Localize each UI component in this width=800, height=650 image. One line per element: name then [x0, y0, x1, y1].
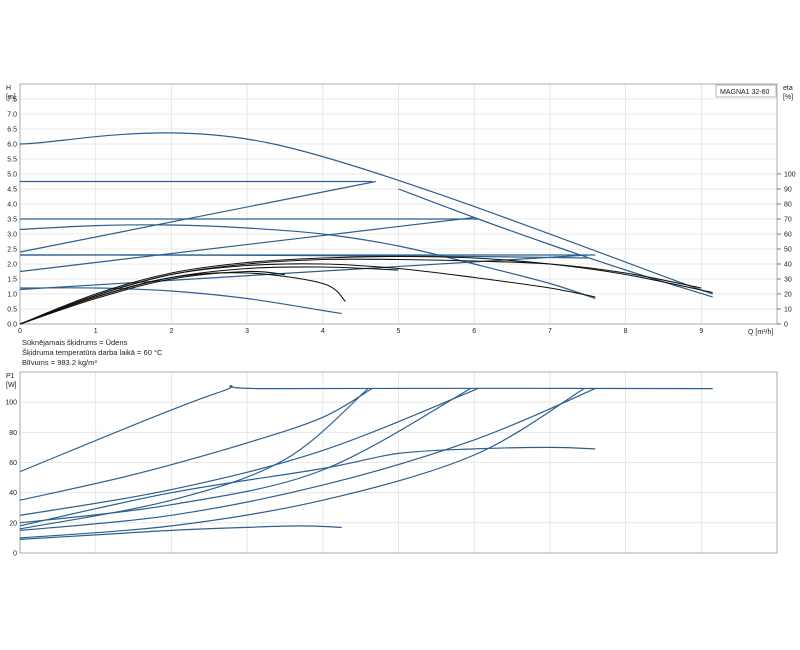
y2-tick-label: 10	[784, 307, 792, 314]
y-tick-label: 3.0	[7, 232, 17, 239]
x-tick-label: 3	[245, 328, 249, 335]
efficiency-curve	[19, 266, 399, 325]
y-tick-label: 3.5	[7, 217, 17, 224]
plot-frame	[19, 371, 778, 554]
y-tick-label: 60	[9, 460, 17, 467]
y-tick-label: 7.0	[7, 112, 17, 119]
head-curve	[19, 254, 588, 291]
x-tick-label: 5	[397, 328, 401, 335]
y-tick-label: 1.5	[7, 277, 17, 284]
model-label-box: MAGNA1 32-60	[715, 84, 777, 98]
x-tick-label: 4	[321, 328, 325, 335]
y-axis-unit: [W]	[6, 382, 17, 389]
y2-axis-unit: [%]	[783, 94, 793, 101]
y-tick-label: 6.5	[7, 127, 17, 134]
model-label: MAGNA1 32-60	[720, 89, 770, 96]
efficiency-curve	[19, 272, 346, 325]
y-tick-label: 80	[9, 430, 17, 437]
x-tick-label: 7	[548, 328, 552, 335]
y-tick-label: 100	[5, 400, 17, 407]
y2-tick-label: 40	[784, 262, 792, 269]
head-curve	[19, 287, 342, 315]
y-tick-label: 5.0	[7, 172, 17, 179]
power-curve	[19, 388, 471, 524]
y-tick-label: 0.5	[7, 307, 17, 314]
power-curve	[19, 446, 596, 527]
efficiency-curve	[19, 258, 702, 325]
y2-tick-label: 30	[784, 277, 792, 284]
power-curve	[19, 388, 479, 516]
y-tick-label: 0.0	[7, 322, 17, 329]
y2-tick-label: 0	[784, 322, 788, 329]
y-tick-label: 40	[9, 490, 17, 497]
head-curve	[19, 224, 596, 300]
y2-axis-label: eta	[783, 85, 793, 92]
y-tick-label: 6.0	[7, 142, 17, 149]
y-tick-label: 20	[9, 520, 17, 527]
x-axis-label: Q [m³/h]	[748, 329, 773, 336]
head-curve	[19, 216, 475, 273]
y-tick-label: 2.0	[7, 262, 17, 269]
y-axis-label: H	[6, 85, 11, 92]
efficiency-curve	[19, 270, 285, 325]
y2-tick-label: 70	[784, 217, 792, 224]
y-tick-label: 1.0	[7, 292, 17, 299]
model-label-frame	[715, 84, 777, 98]
head-curve	[19, 254, 588, 259]
y-tick-label: 0	[13, 551, 17, 558]
x-tick-label: 1	[94, 328, 98, 335]
power-curve	[19, 388, 369, 530]
x-tick-label: 8	[624, 328, 628, 335]
head-curve	[19, 180, 376, 253]
head-chart: 0.0 0.5 1.0 1.5 2.0 2.5 3.0 3.5 4.0 4.5 5.0 5.5 6.0 6…	[6, 83, 796, 336]
power-chart: 0 20 40 60 80 100 P1 [W]	[5, 371, 778, 558]
y2-tick-label: 60	[784, 232, 792, 239]
y-tick-label: 2.5	[7, 247, 17, 254]
head-curve	[19, 132, 713, 295]
y-tick-label: 4.5	[7, 187, 17, 194]
y2-tick-label: 100	[784, 172, 796, 179]
y-axis-label: P1	[6, 373, 15, 380]
power-curve	[19, 385, 713, 473]
y2-tick-label: 90	[784, 187, 792, 194]
x-tick-label: 2	[169, 328, 173, 335]
head-curve	[398, 188, 713, 298]
y2-tick-label: 50	[784, 247, 792, 254]
y-axis-unit: [m]	[6, 94, 16, 101]
y-tick-label: 7.5	[7, 97, 17, 104]
note-fluid: Sūknējamais šķidrums = Ūdens	[22, 338, 128, 347]
power-curve	[19, 388, 585, 539]
y-tick-label: 4.0	[7, 202, 17, 209]
y2-tick-label: 80	[784, 202, 792, 209]
x-tick-label: 6	[472, 328, 476, 335]
y-tick-label: 5.5	[7, 157, 17, 164]
x-tick-label: 0	[18, 328, 22, 335]
efficiency-curve	[19, 255, 713, 325]
power-curve	[19, 388, 373, 501]
x-tick-label: 9	[699, 328, 703, 335]
power-curve	[19, 525, 342, 540]
note-density: Blīvums = 983.2 kg/m³	[22, 358, 97, 367]
power-curve	[19, 388, 596, 531]
y2-tick-label: 20	[784, 292, 792, 299]
note-temperature: Šķidruma temperatūra darba laikā = 60 °C	[22, 348, 163, 357]
fluid-notes: Sūknējamais šķidrums = Ūdens Šķidruma te…	[22, 338, 163, 367]
